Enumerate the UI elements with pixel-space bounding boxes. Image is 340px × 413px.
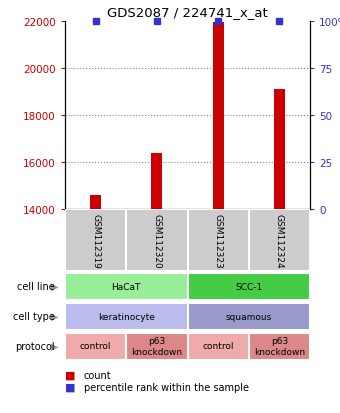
Text: GSM112320: GSM112320 bbox=[152, 213, 161, 268]
Text: GSM112319: GSM112319 bbox=[91, 213, 100, 268]
Bar bbox=[212, 23, 224, 209]
Bar bbox=[65, 303, 187, 330]
Bar bbox=[126, 333, 187, 360]
Text: keratinocyte: keratinocyte bbox=[98, 312, 155, 321]
Text: count: count bbox=[84, 370, 111, 380]
Bar bbox=[126, 209, 187, 271]
Title: GDS2087 / 224741_x_at: GDS2087 / 224741_x_at bbox=[107, 7, 268, 19]
Text: GSM112323: GSM112323 bbox=[214, 213, 223, 268]
Bar bbox=[187, 273, 310, 300]
Bar bbox=[249, 333, 310, 360]
Bar bbox=[274, 90, 285, 209]
Text: p63
knockdown: p63 knockdown bbox=[131, 337, 183, 356]
Bar bbox=[187, 303, 310, 330]
Text: cell type: cell type bbox=[13, 311, 55, 321]
Bar bbox=[151, 153, 163, 209]
Bar bbox=[187, 209, 249, 271]
Bar bbox=[65, 209, 126, 271]
Bar bbox=[187, 333, 249, 360]
Text: HaCaT: HaCaT bbox=[112, 282, 141, 291]
Text: control: control bbox=[80, 342, 112, 351]
Text: GSM112324: GSM112324 bbox=[275, 213, 284, 268]
Text: percentile rank within the sample: percentile rank within the sample bbox=[84, 382, 249, 392]
Text: squamous: squamous bbox=[226, 312, 272, 321]
Text: p63
knockdown: p63 knockdown bbox=[254, 337, 305, 356]
Text: ▶: ▶ bbox=[51, 311, 58, 321]
Text: cell line: cell line bbox=[17, 281, 55, 291]
Text: ▶: ▶ bbox=[51, 341, 58, 351]
Text: control: control bbox=[202, 342, 234, 351]
Bar bbox=[90, 195, 101, 209]
Bar bbox=[65, 333, 126, 360]
Bar bbox=[65, 273, 187, 300]
Text: ■: ■ bbox=[65, 382, 75, 392]
Text: ■: ■ bbox=[65, 370, 75, 380]
Text: SCC-1: SCC-1 bbox=[235, 282, 262, 291]
Bar bbox=[249, 209, 310, 271]
Text: ▶: ▶ bbox=[51, 281, 58, 291]
Text: protocol: protocol bbox=[15, 341, 55, 351]
